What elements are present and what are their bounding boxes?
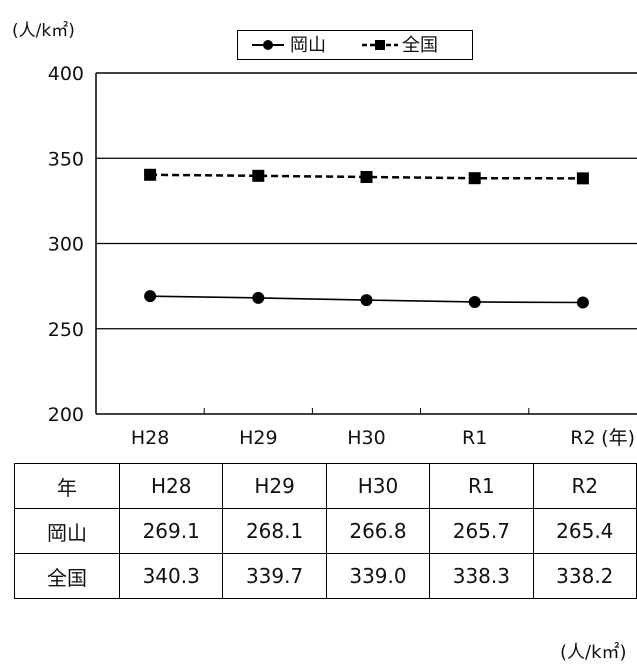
chart-canvas: 200 250 300 350 400 H28 H29 H30 R1 R2 (年)	[48, 63, 637, 449]
legend-marker-zenkoku	[375, 40, 385, 50]
data-point-circle	[252, 291, 265, 304]
data-point-square	[468, 172, 481, 185]
legend-marker-okayama	[263, 40, 273, 50]
x-tick-label: R2	[570, 427, 595, 449]
table-header-cell: R2	[532, 463, 637, 509]
table-cell: 265.4	[532, 508, 637, 554]
legend-label-okayama: 岡山	[290, 35, 326, 56]
y-tick-label: 350	[48, 148, 84, 170]
legend-symbols	[252, 40, 398, 50]
table-header-cell: R1	[429, 463, 534, 509]
table-cell: 全国	[14, 553, 120, 599]
table-cell: 265.7	[429, 508, 534, 554]
x-tick-label: H29	[239, 427, 277, 449]
x-tick-label: H28	[131, 427, 169, 449]
y-axis-unit-label: (人/k㎡)	[12, 21, 75, 41]
data-point-circle	[144, 290, 157, 303]
data-point-square	[252, 169, 265, 182]
table-row-okayama: 岡山 269.1 268.1 266.8 265.7 265.4	[14, 508, 637, 554]
data-point-circle	[468, 295, 481, 308]
y-tick-label: 200	[48, 404, 84, 426]
table-header-cell: 年	[14, 463, 120, 509]
table-header-row: 年 H28 H29 H30 R1 R2	[14, 463, 637, 509]
table-header-cell: H29	[222, 463, 327, 509]
data-point-circle	[576, 296, 589, 309]
y-tick-label: 250	[48, 319, 84, 341]
table-cell: 岡山	[14, 508, 120, 554]
legend: 岡山 全国	[237, 30, 473, 60]
y-tick-label: 300	[48, 234, 84, 256]
x-tick-label: R1	[462, 427, 487, 449]
table-cell: 339.7	[222, 553, 327, 599]
x-axis-unit-label: (年)	[601, 427, 635, 449]
table-unit-label: (人/k㎡)	[560, 642, 627, 663]
table-cell: 339.0	[325, 553, 431, 599]
data-point-square	[360, 171, 373, 184]
data-point-square	[144, 168, 157, 181]
y-tick-label: 400	[48, 63, 84, 85]
table-header-cell: H30	[325, 463, 431, 509]
legend-label-zenkoku: 全国	[402, 35, 438, 56]
table-cell: 340.3	[118, 553, 224, 599]
data-table: 年 H28 H29 H30 R1 R2 岡山 269.1 268.1 266.8…	[14, 463, 637, 599]
table-row-zenkoku: 全国 340.3 339.7 339.0 338.3 338.2	[14, 553, 637, 599]
table-cell: 338.3	[429, 553, 534, 599]
table-header-cell: H28	[118, 463, 224, 509]
data-point-square	[576, 172, 589, 185]
line-chart: 200 250 300 350 400 H28 H29 H30 R1 R2 (年) (人/k㎡) 岡…	[12, 21, 637, 449]
series-line-1	[150, 173, 583, 180]
x-tick-label: H30	[347, 427, 385, 449]
table-cell: 338.2	[532, 553, 637, 599]
table-cell: 269.1	[118, 508, 224, 554]
data-point-circle	[360, 294, 373, 307]
table-cell: 266.8	[325, 508, 431, 554]
table-cell: 268.1	[222, 508, 327, 554]
